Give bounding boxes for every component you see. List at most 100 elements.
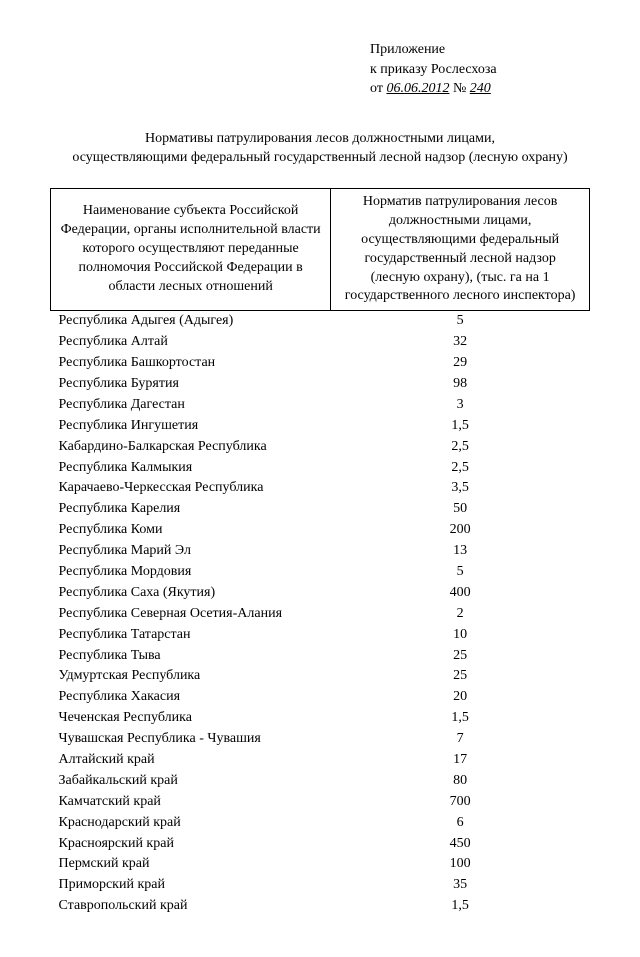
appendix-line1: Приложение (370, 40, 590, 60)
table-row: Алтайский край17 (51, 750, 590, 771)
norm-value: 20 (331, 687, 590, 708)
norm-value: 35 (331, 875, 590, 896)
region-name: Чеченская Республика (51, 708, 331, 729)
norm-value: 3,5 (331, 478, 590, 499)
region-name: Чувашская Республика - Чувашия (51, 729, 331, 750)
region-name: Ставропольский край (51, 896, 331, 917)
table-row: Республика Тыва25 (51, 646, 590, 667)
norm-value: 200 (331, 520, 590, 541)
norm-value: 10 (331, 625, 590, 646)
appendix-header: Приложение к приказу Рослесхоза от 06.06… (370, 40, 590, 99)
norm-value: 450 (331, 834, 590, 855)
region-name: Республика Марий Эл (51, 541, 331, 562)
table-row: Удмуртская Республика25 (51, 666, 590, 687)
region-name: Алтайский край (51, 750, 331, 771)
col1-header: Наименование субъекта Российской Федерац… (51, 188, 331, 310)
norm-value: 2,5 (331, 437, 590, 458)
table-row: Республика Северная Осетия-Алания2 (51, 604, 590, 625)
region-name: Карачаево-Черкесская Республика (51, 478, 331, 499)
region-name: Забайкальский край (51, 771, 331, 792)
table-row: Ставропольский край1,5 (51, 896, 590, 917)
table-row: Республика Башкортостан29 (51, 353, 590, 374)
region-name: Республика Тыва (51, 646, 331, 667)
norm-value: 13 (331, 541, 590, 562)
region-name: Республика Карелия (51, 499, 331, 520)
table-row: Республика Дагестан3 (51, 395, 590, 416)
table-row: Республика Хакасия20 (51, 687, 590, 708)
region-name: Кабардино-Балкарская Республика (51, 437, 331, 458)
table-row: Республика Калмыкия2,5 (51, 458, 590, 479)
region-name: Республика Северная Осетия-Алания (51, 604, 331, 625)
norm-value: 6 (331, 813, 590, 834)
table-row: Республика Саха (Якутия)400 (51, 583, 590, 604)
document-title: Нормативы патрулирования лесов должностн… (50, 129, 590, 168)
table-row: Чувашская Республика - Чувашия7 (51, 729, 590, 750)
region-name: Республика Калмыкия (51, 458, 331, 479)
region-name: Республика Алтай (51, 332, 331, 353)
region-name: Республика Ингушетия (51, 416, 331, 437)
appendix-from-label: от (370, 81, 386, 96)
table-row: Красноярский край450 (51, 834, 590, 855)
table-row: Республика Адыгея (Адыгея)5 (51, 311, 590, 332)
table-row: Кабардино-Балкарская Республика2,5 (51, 437, 590, 458)
table-row: Республика Татарстан10 (51, 625, 590, 646)
norm-value: 32 (331, 332, 590, 353)
table-row: Чеченская Республика1,5 (51, 708, 590, 729)
table-row: Камчатский край700 (51, 792, 590, 813)
table-row: Республика Алтай32 (51, 332, 590, 353)
norm-value: 5 (331, 311, 590, 332)
title-line2: осуществляющими федеральный государствен… (50, 148, 590, 168)
table-row: Приморский край35 (51, 875, 590, 896)
norm-value: 2 (331, 604, 590, 625)
region-name: Республика Саха (Якутия) (51, 583, 331, 604)
table-row: Республика Коми200 (51, 520, 590, 541)
norm-value: 80 (331, 771, 590, 792)
norms-table: Наименование субъекта Российской Федерац… (50, 188, 590, 917)
region-name: Республика Коми (51, 520, 331, 541)
norm-value: 1,5 (331, 708, 590, 729)
region-name: Республика Бурятия (51, 374, 331, 395)
table-row: Карачаево-Черкесская Республика3,5 (51, 478, 590, 499)
norm-value: 25 (331, 666, 590, 687)
norm-value: 700 (331, 792, 590, 813)
appendix-date: 06.06.2012 (386, 81, 449, 96)
norm-value: 7 (331, 729, 590, 750)
norm-value: 5 (331, 562, 590, 583)
table-row: Краснодарский край6 (51, 813, 590, 834)
table-row: Пермский край100 (51, 854, 590, 875)
norm-value: 98 (331, 374, 590, 395)
norm-value: 1,5 (331, 896, 590, 917)
norm-value: 25 (331, 646, 590, 667)
norm-value: 50 (331, 499, 590, 520)
region-name: Пермский край (51, 854, 331, 875)
appendix-line2: к приказу Рослесхоза (370, 60, 590, 80)
region-name: Республика Башкортостан (51, 353, 331, 374)
table-row: Забайкальский край80 (51, 771, 590, 792)
norm-value: 1,5 (331, 416, 590, 437)
region-name: Республика Хакасия (51, 687, 331, 708)
appendix-num-label: № (449, 81, 469, 96)
region-name: Республика Татарстан (51, 625, 331, 646)
appendix-line3: от 06.06.2012 № 240 (370, 79, 590, 99)
col2-header: Норматив патрулирования лесов должностны… (331, 188, 590, 310)
norm-value: 2,5 (331, 458, 590, 479)
region-name: Камчатский край (51, 792, 331, 813)
title-line1: Нормативы патрулирования лесов должностн… (50, 129, 590, 149)
norm-value: 100 (331, 854, 590, 875)
table-row: Республика Марий Эл13 (51, 541, 590, 562)
table-row: Республика Ингушетия1,5 (51, 416, 590, 437)
region-name: Удмуртская Республика (51, 666, 331, 687)
region-name: Республика Адыгея (Адыгея) (51, 311, 331, 332)
norm-value: 17 (331, 750, 590, 771)
table-row: Республика Бурятия98 (51, 374, 590, 395)
region-name: Республика Дагестан (51, 395, 331, 416)
norm-value: 3 (331, 395, 590, 416)
appendix-num: 240 (470, 81, 491, 96)
region-name: Республика Мордовия (51, 562, 331, 583)
region-name: Красноярский край (51, 834, 331, 855)
table-row: Республика Мордовия5 (51, 562, 590, 583)
region-name: Краснодарский край (51, 813, 331, 834)
region-name: Приморский край (51, 875, 331, 896)
table-header-row: Наименование субъекта Российской Федерац… (51, 188, 590, 310)
table-row: Республика Карелия50 (51, 499, 590, 520)
